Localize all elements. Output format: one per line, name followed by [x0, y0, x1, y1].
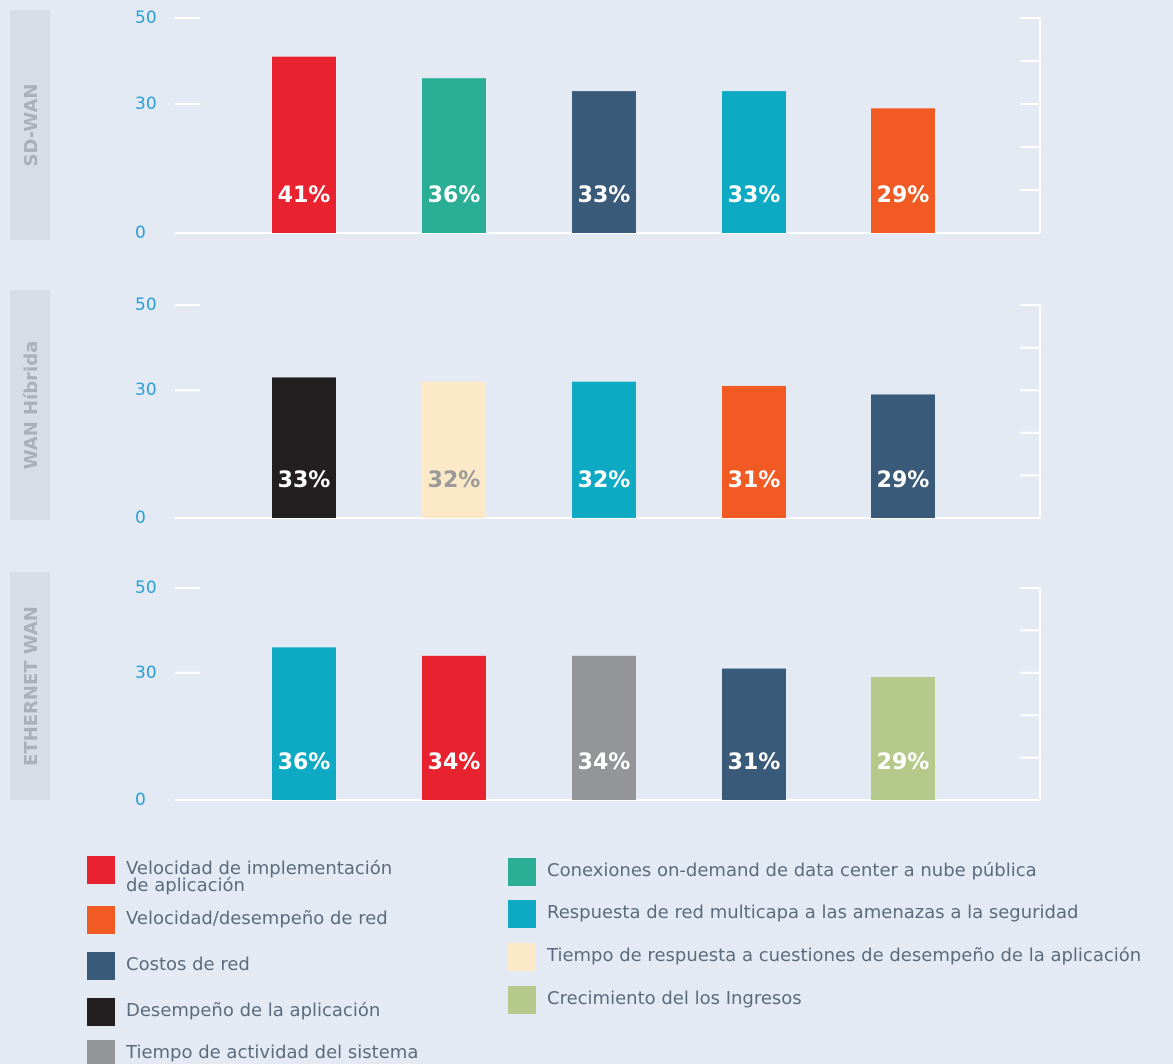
y-tick-label: 0: [135, 790, 146, 810]
bar: [272, 377, 336, 518]
side-label: SD-WAN: [21, 84, 42, 167]
bar: [572, 91, 636, 233]
value-label: 34%: [578, 750, 631, 775]
legend-item: Crecimiento del los Ingresos: [508, 986, 802, 1014]
value-label: 32%: [578, 468, 631, 493]
legend-label: Velocidad de implementación de aplicació…: [126, 858, 393, 896]
bar: [422, 78, 486, 233]
legend-item: Conexiones on-demand de data center a nu…: [508, 858, 1037, 886]
side-box: [10, 290, 50, 520]
value-label: 33%: [728, 183, 781, 208]
bar: [871, 108, 935, 233]
legend-item: Desempeño de la aplicación: [87, 998, 380, 1026]
value-label: 33%: [578, 183, 631, 208]
bar: [272, 647, 336, 800]
side-label: ETHERNET WAN: [21, 606, 42, 766]
legend-swatch: [508, 900, 536, 928]
legend-item: Respuesta de red multicapa a las amenaza…: [508, 900, 1078, 928]
legend-label: Tiempo de respuesta a cuestiones de dese…: [547, 945, 1142, 966]
value-label: 29%: [877, 750, 930, 775]
bar: [422, 655, 486, 800]
y-tick-label: 30: [135, 380, 157, 400]
bar: [572, 381, 636, 518]
legend-item: Velocidad de implementación de aplicació…: [87, 856, 416, 896]
side-box: [10, 572, 50, 800]
legend-swatch: [87, 1040, 115, 1064]
legend-swatch: [87, 906, 115, 934]
value-label: 31%: [728, 468, 781, 493]
legend-swatch: [87, 998, 115, 1026]
side-box: [10, 10, 50, 240]
bar: [722, 91, 786, 233]
bar: [722, 385, 786, 518]
legend-swatch: [87, 952, 115, 980]
legend-item: Tiempo de actividad del sistema: [87, 1040, 418, 1064]
bar: [572, 655, 636, 800]
legend-swatch: [87, 856, 115, 884]
legend-label: Crecimiento del los Ingresos: [547, 988, 802, 1009]
legend-swatch: [508, 986, 536, 1014]
bar: [722, 668, 786, 800]
legend-label: Conexiones on-demand de data center a nu…: [547, 860, 1037, 881]
value-label: 36%: [428, 183, 481, 208]
bar: [871, 677, 935, 800]
y-tick-label: 50: [135, 578, 157, 598]
bar: [871, 394, 935, 518]
y-tick-label: 50: [135, 295, 157, 315]
legend-label: Costos de red: [126, 954, 250, 975]
y-tick-label: 30: [135, 94, 157, 114]
y-tick-label: 0: [135, 508, 146, 528]
value-label: 41%: [278, 183, 331, 208]
legend-item: Costos de red: [87, 952, 250, 980]
y-tick-label: 0: [135, 223, 146, 243]
legend-label: Desempeño de la aplicación: [126, 1000, 381, 1021]
value-label: 33%: [278, 468, 331, 493]
legend-swatch: [508, 943, 536, 971]
value-label: 29%: [877, 468, 930, 493]
legend-label: Velocidad/desempeño de red: [126, 908, 388, 929]
value-label: 34%: [428, 750, 481, 775]
value-label: 36%: [278, 750, 331, 775]
legend-item: Tiempo de respuesta a cuestiones de dese…: [508, 943, 1141, 971]
bar: [272, 56, 336, 234]
y-tick-label: 50: [135, 8, 157, 28]
value-label: 31%: [728, 750, 781, 775]
value-label: 32%: [428, 468, 481, 493]
legend-item: Velocidad/desempeño de red: [87, 906, 388, 934]
legend-label: Tiempo de actividad del sistema: [126, 1042, 419, 1063]
value-label: 29%: [877, 183, 930, 208]
side-label: WAN Híbrida: [21, 341, 42, 470]
legend-label: Respuesta de red multicapa a las amenaza…: [547, 902, 1079, 923]
y-tick-label: 30: [135, 663, 157, 683]
bar: [422, 381, 486, 518]
legend-swatch: [508, 858, 536, 886]
